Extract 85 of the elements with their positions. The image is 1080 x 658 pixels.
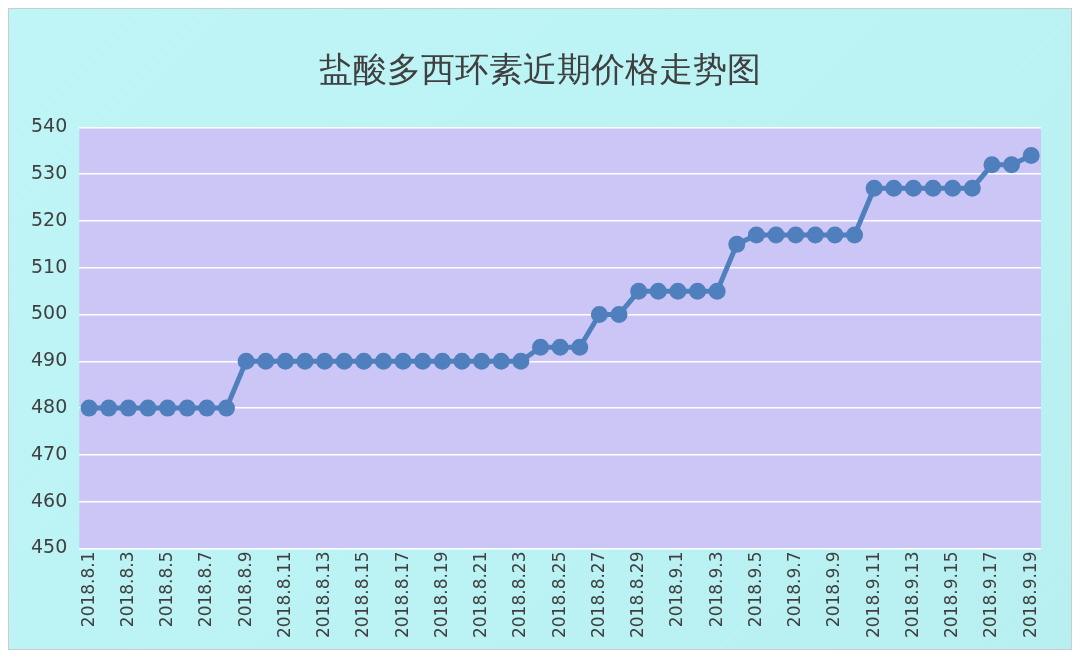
point [590, 306, 608, 324]
point [139, 399, 157, 417]
point [767, 226, 785, 244]
x-tick-label: 2018.9.3 [705, 551, 726, 628]
point [924, 179, 942, 197]
point [649, 282, 667, 300]
point [198, 399, 216, 417]
x-tick-label: 2018.8.25 [548, 551, 569, 639]
y-tick-label: 540 [31, 114, 68, 137]
x-tick-label: 2018.9.9 [823, 551, 844, 628]
y-tick-label: 500 [31, 301, 68, 324]
point [80, 399, 98, 417]
point [276, 352, 294, 370]
point [159, 399, 177, 417]
point [1022, 146, 1040, 164]
point [983, 156, 1001, 174]
point [787, 226, 805, 244]
x-tick-label: 2018.8.27 [587, 551, 608, 639]
point [747, 226, 765, 244]
point [237, 352, 255, 370]
point [865, 179, 883, 197]
x-tick-label: 2018.8.7 [195, 551, 216, 628]
point [1003, 156, 1021, 174]
x-tick-label: 2018.8.11 [273, 551, 294, 639]
point [708, 282, 726, 300]
x-tick-label: 2018.8.21 [470, 551, 491, 639]
x-tick-label: 2018.8.17 [391, 551, 412, 639]
chart-title: 盐酸多西环素近期价格走势图 [318, 48, 762, 91]
y-tick-label: 450 [31, 535, 68, 558]
x-tick-label: 2018.8.15 [352, 551, 373, 639]
x-tick-label: 2018.8.23 [509, 551, 530, 639]
point [394, 352, 412, 370]
x-tick-label: 2018.8.1 [77, 551, 98, 628]
x-tick-label: 2018.9.11 [862, 551, 883, 639]
point [532, 338, 550, 356]
x-tick-label: 2018.8.19 [430, 551, 451, 639]
x-tick-label: 2018.9.15 [941, 551, 962, 639]
point [100, 399, 118, 417]
y-tick-label: 510 [31, 254, 68, 277]
point [178, 399, 196, 417]
y-tick-label: 520 [31, 207, 68, 230]
x-tick-label: 2018.8.3 [116, 551, 137, 628]
point [217, 399, 235, 417]
y-tick-label: 470 [31, 441, 68, 464]
point [119, 399, 137, 417]
x-tick-label: 2018.9.7 [784, 551, 805, 628]
point [610, 306, 628, 324]
point [512, 352, 530, 370]
point [355, 352, 373, 370]
x-tick-label: 2018.9.17 [980, 551, 1001, 639]
point [335, 352, 353, 370]
x-tick-label: 2018.9.13 [901, 551, 922, 639]
x-tick-label: 2018.9.5 [744, 551, 765, 628]
point [316, 352, 334, 370]
y-tick-label: 480 [31, 395, 68, 418]
point [492, 352, 510, 370]
point [846, 226, 864, 244]
point [257, 352, 275, 370]
x-tick-label: 2018.8.9 [234, 551, 255, 628]
y-tick-label: 530 [31, 161, 68, 184]
point [728, 235, 746, 253]
point [904, 179, 922, 197]
point [571, 338, 589, 356]
point [473, 352, 491, 370]
point [689, 282, 707, 300]
point [669, 282, 687, 300]
point [296, 352, 314, 370]
y-tick-label: 460 [31, 488, 68, 511]
point [453, 352, 471, 370]
y-tick-label: 490 [31, 348, 68, 371]
point [885, 179, 903, 197]
point [806, 226, 824, 244]
point [963, 179, 981, 197]
point [374, 352, 392, 370]
point [944, 179, 962, 197]
x-tick-label: 2018.8.5 [156, 551, 177, 628]
point [414, 352, 432, 370]
x-tick-label: 2018.8.29 [627, 551, 648, 639]
x-tick-label: 2018.9.1 [666, 551, 687, 628]
point [630, 282, 648, 300]
point [433, 352, 451, 370]
point [551, 338, 569, 356]
x-tick-label: 2018.8.13 [313, 551, 334, 639]
x-tick-label: 2018.9.19 [1019, 551, 1040, 639]
point [826, 226, 844, 244]
